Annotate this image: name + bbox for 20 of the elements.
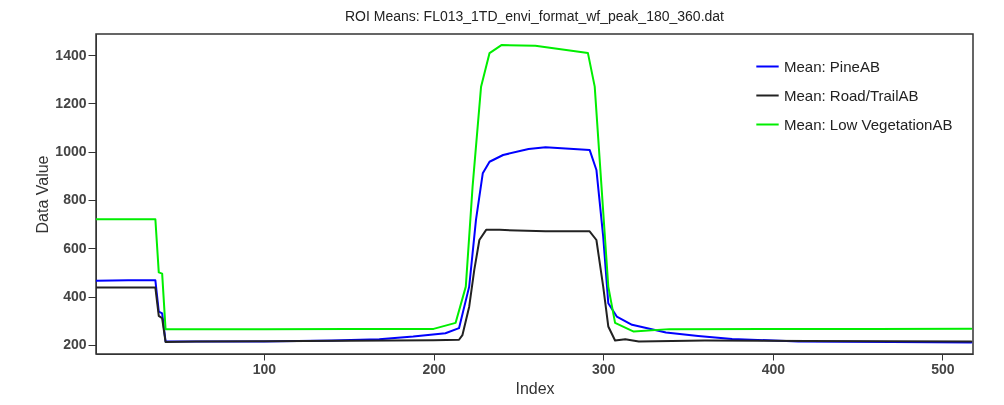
y-tick-label: 1400 — [55, 46, 87, 63]
legend-label: Mean: Road/TrailAB — [784, 86, 919, 104]
legend-label: Mean: PineAB — [784, 57, 880, 75]
x-tick-label: 300 — [592, 360, 616, 377]
y-tick-label: 800 — [63, 191, 87, 208]
x-tick-label: 500 — [931, 360, 955, 377]
chart-title: ROI Means: FL013_1TD_envi_format_wf_peak_180_360.dat — [344, 8, 725, 24]
legend-label: Mean: Low VegetationAB — [784, 115, 953, 133]
y-tick-label: 200 — [63, 336, 87, 353]
x-axis-title: Index — [515, 379, 555, 397]
y-tick-label: 400 — [63, 288, 87, 305]
x-tick-label: 400 — [761, 360, 786, 377]
y-tick-label: 600 — [63, 239, 87, 256]
y-axis-title: Data Value — [34, 155, 52, 234]
line-series — [96, 44, 973, 333]
x-tick-label: 200 — [422, 360, 446, 377]
y-tick-label: 1000 — [55, 143, 87, 160]
y-tick-label: 1200 — [55, 94, 87, 111]
line-series — [96, 228, 973, 343]
x-tick-label: 100 — [252, 360, 277, 377]
